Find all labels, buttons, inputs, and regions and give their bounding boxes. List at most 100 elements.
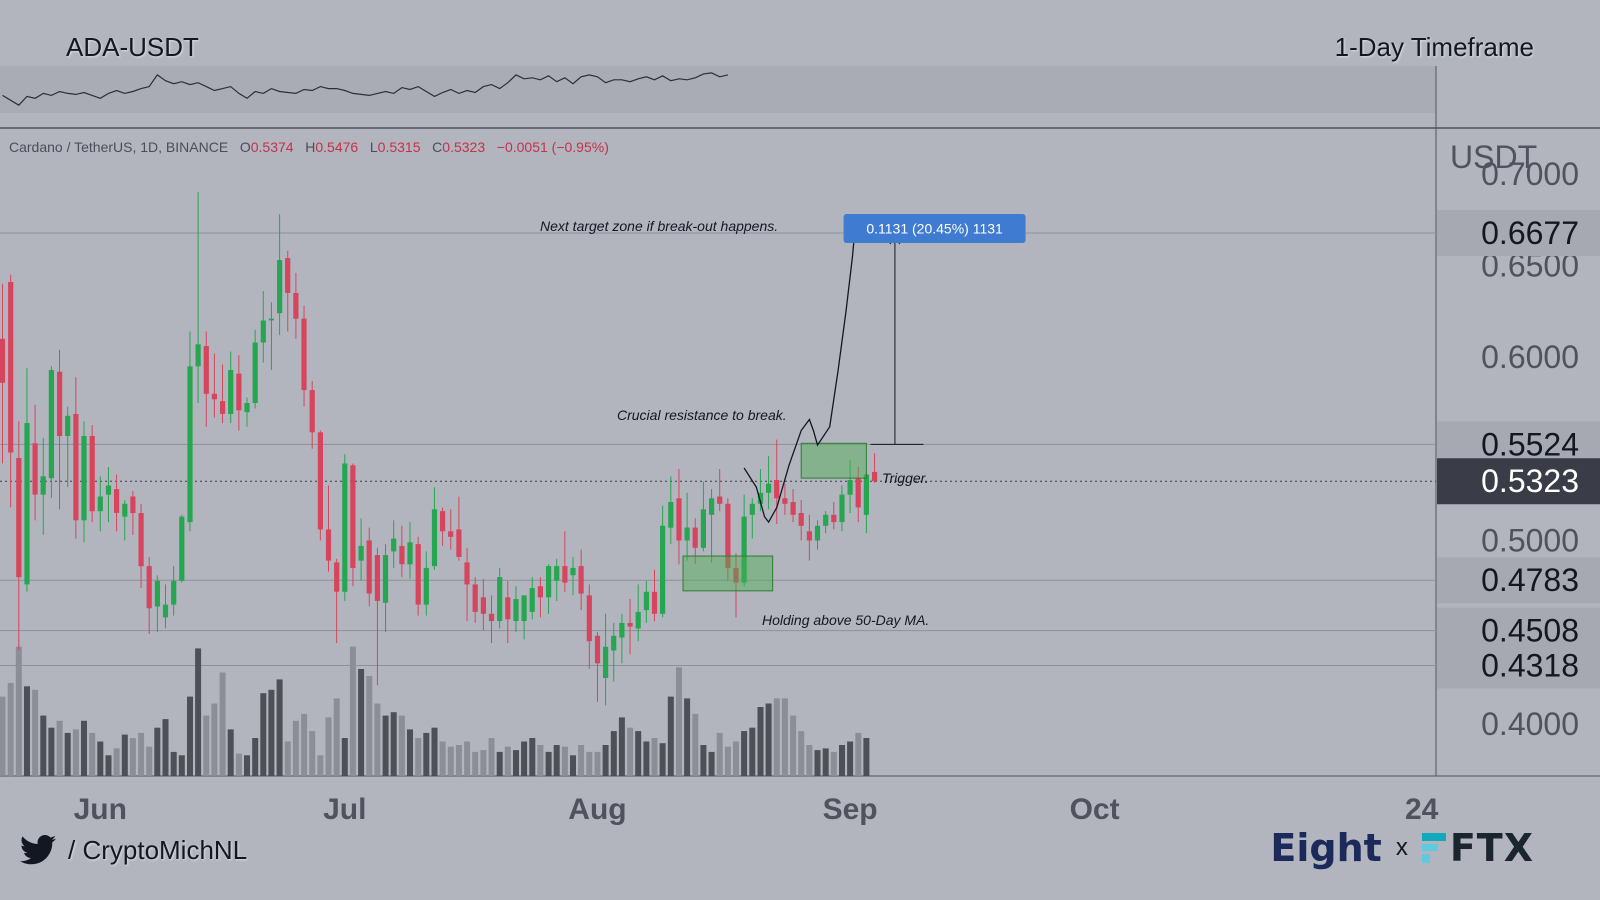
projection-path: [743, 228, 856, 524]
time-tick-label: Jun: [74, 793, 127, 826]
low-value: 0.5315: [377, 139, 421, 155]
volume-bar: [553, 745, 560, 777]
candle-body: [741, 516, 747, 583]
volume-bar: [105, 755, 112, 776]
candle-body: [782, 498, 788, 504]
candle-body: [16, 458, 22, 578]
candle-body: [733, 567, 739, 583]
volume-bar: [480, 750, 487, 776]
candle-body: [806, 531, 812, 541]
volume-bar: [333, 698, 340, 776]
ftx-wordmark: FTX: [1449, 826, 1534, 870]
twitter-handle[interactable]: / CryptoMichNL: [20, 832, 247, 868]
volume-bar: [292, 720, 299, 776]
volume-bar: [830, 751, 837, 776]
candle-body: [187, 366, 193, 523]
candle-body: [162, 604, 169, 618]
level-label-text: 0.4318: [1481, 647, 1579, 683]
candle-body: [749, 503, 755, 515]
candle-body: [73, 414, 79, 521]
volume-bar: [488, 738, 495, 776]
candle-body: [195, 344, 201, 367]
candle-body: [798, 513, 804, 526]
candle-body: [407, 542, 413, 565]
volume-bar: [366, 676, 373, 776]
candle-body: [537, 586, 543, 598]
candle-body: [643, 591, 649, 611]
candle-body: [814, 525, 821, 541]
volume-bar: [301, 713, 308, 776]
candle-body: [301, 318, 307, 391]
candle-body: [611, 635, 617, 651]
volume-bar: [431, 727, 438, 776]
candle-body: [317, 432, 323, 530]
volume-bar: [309, 731, 316, 776]
volume-bar: [48, 727, 55, 776]
candle-body: [521, 595, 527, 622]
candle-body: [130, 496, 136, 513]
candle-body: [619, 622, 625, 638]
candle-body: [676, 498, 682, 541]
candle-body: [423, 567, 429, 605]
candle-body: [651, 591, 658, 614]
pair-title: ADA-USDT: [66, 32, 199, 62]
candle-body: [415, 544, 421, 605]
candle-body: [529, 588, 535, 612]
candle-body: [472, 584, 478, 612]
volume-bar: [455, 745, 462, 777]
volume-bar: [757, 707, 764, 776]
volume-bar: [187, 696, 193, 776]
candle-body: [325, 529, 332, 561]
volume-bar: [504, 746, 511, 776]
level-label-text: 0.4783: [1481, 562, 1579, 598]
candle-body: [505, 597, 511, 620]
volume-bar: [798, 731, 805, 776]
volume-bar: [521, 741, 528, 776]
candle-body: [285, 258, 291, 293]
volume-bar: [847, 741, 854, 776]
volume-bar: [618, 717, 625, 776]
candle-body: [554, 566, 560, 581]
volume-bar: [407, 729, 413, 776]
volume-bar: [284, 741, 291, 776]
candle-body: [562, 566, 568, 583]
candle-body: [32, 443, 38, 495]
volume-bar: [121, 734, 128, 776]
volume-bar: [610, 731, 617, 776]
volume-bar: [382, 715, 389, 776]
volume-bar: [741, 731, 748, 776]
volume-bar: [138, 732, 145, 776]
volume-bar: [317, 755, 324, 776]
time-tick-label: Aug: [568, 793, 626, 826]
volume-bar: [692, 713, 699, 776]
time-tick-label: Oct: [1070, 793, 1120, 826]
candle-body: [89, 436, 95, 512]
candle-body: [48, 370, 54, 479]
candle-body: [603, 646, 609, 678]
candle-body: [122, 503, 128, 517]
measure-label-box: [843, 214, 1026, 243]
candle-body: [586, 595, 592, 642]
volume-bar: [325, 717, 332, 776]
volume-bar: [32, 689, 39, 777]
candle-body: [399, 545, 405, 565]
candle-body: [546, 566, 552, 598]
volume-bar: [651, 738, 658, 776]
candle-body: [8, 282, 14, 453]
volume-bar: [244, 755, 250, 776]
volume-bar: [7, 682, 14, 777]
trigger-zone: [800, 442, 867, 479]
candle-body: [692, 527, 698, 548]
candle-body: [431, 509, 438, 567]
price-tick-label: 0.7000: [1481, 156, 1579, 192]
volume-bar: [806, 745, 813, 777]
candle-body: [374, 555, 380, 601]
volume-bar: [496, 751, 503, 776]
candle-body: [154, 580, 160, 607]
volume-bar: [64, 732, 71, 776]
volume-bar: [586, 751, 593, 776]
volume-bar: [195, 648, 202, 777]
candle-body: [709, 498, 715, 515]
low-label: L: [369, 139, 378, 155]
